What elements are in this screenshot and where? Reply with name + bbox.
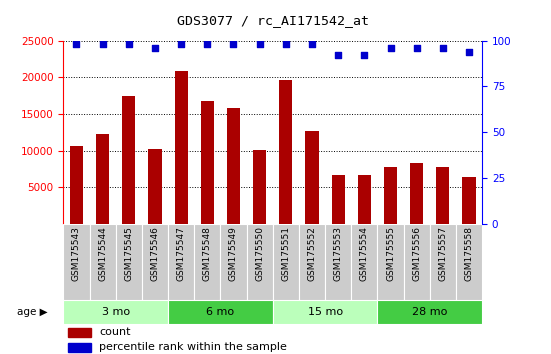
Point [125,41,133,47]
Point [282,41,290,47]
Bar [168,300,273,324]
Bar [227,108,240,224]
Bar [142,224,168,300]
Bar [63,300,168,324]
Text: GSM175557: GSM175557 [439,226,447,281]
Text: GSM175544: GSM175544 [98,226,107,281]
Bar [195,224,220,300]
Bar [273,300,377,324]
Bar [175,71,188,224]
Bar [403,224,430,300]
Text: GSM175543: GSM175543 [72,226,81,281]
Bar [89,224,116,300]
Bar [305,131,318,224]
Text: count: count [99,327,131,337]
Point [203,41,212,47]
Point [360,52,369,58]
Bar [299,224,325,300]
Bar [430,224,456,300]
Point [307,41,316,47]
Text: GSM175554: GSM175554 [360,226,369,281]
Bar [279,80,293,224]
Point [229,41,238,47]
Bar [410,163,423,224]
Text: GSM175555: GSM175555 [386,226,395,281]
Text: 28 mo: 28 mo [412,307,447,317]
Point [255,41,264,47]
Point [464,49,473,55]
Bar [325,224,352,300]
Point [150,45,159,51]
Bar [148,149,161,224]
Bar [68,328,91,337]
Bar [168,224,195,300]
Bar [436,167,450,224]
Text: percentile rank within the sample: percentile rank within the sample [99,342,287,352]
Text: 3 mo: 3 mo [101,307,130,317]
Point [177,41,186,47]
Bar [122,96,136,224]
Text: age ▶: age ▶ [17,307,47,317]
Text: GSM175546: GSM175546 [150,226,159,281]
Text: GSM175549: GSM175549 [229,226,238,281]
Point [98,41,107,47]
Bar [377,224,403,300]
Bar [456,224,482,300]
Bar [253,150,266,224]
Bar [201,102,214,224]
Point [334,52,343,58]
Text: GSM175550: GSM175550 [255,226,264,281]
Bar [273,224,299,300]
Text: GSM175545: GSM175545 [125,226,133,281]
Text: GSM175556: GSM175556 [412,226,421,281]
Bar [96,135,109,224]
Text: GSM175548: GSM175548 [203,226,212,281]
Bar [70,146,83,224]
Text: GSM175552: GSM175552 [307,226,316,281]
Point [439,45,447,51]
Text: GDS3077 / rc_AI171542_at: GDS3077 / rc_AI171542_at [177,13,369,27]
Bar [352,224,377,300]
Text: 6 mo: 6 mo [206,307,235,317]
Text: GSM175547: GSM175547 [177,226,186,281]
Bar [246,224,273,300]
Bar [116,224,142,300]
Bar [332,175,345,224]
Bar [68,343,91,352]
Text: 15 mo: 15 mo [307,307,343,317]
Point [386,45,395,51]
Text: GSM175558: GSM175558 [464,226,473,281]
Point [72,41,81,47]
Bar [63,224,89,300]
Bar [358,175,371,224]
Text: GSM175551: GSM175551 [282,226,290,281]
Bar [220,224,246,300]
Point [412,45,421,51]
Bar [462,177,476,224]
Text: GSM175553: GSM175553 [334,226,343,281]
Bar [377,300,482,324]
Bar [384,167,397,224]
